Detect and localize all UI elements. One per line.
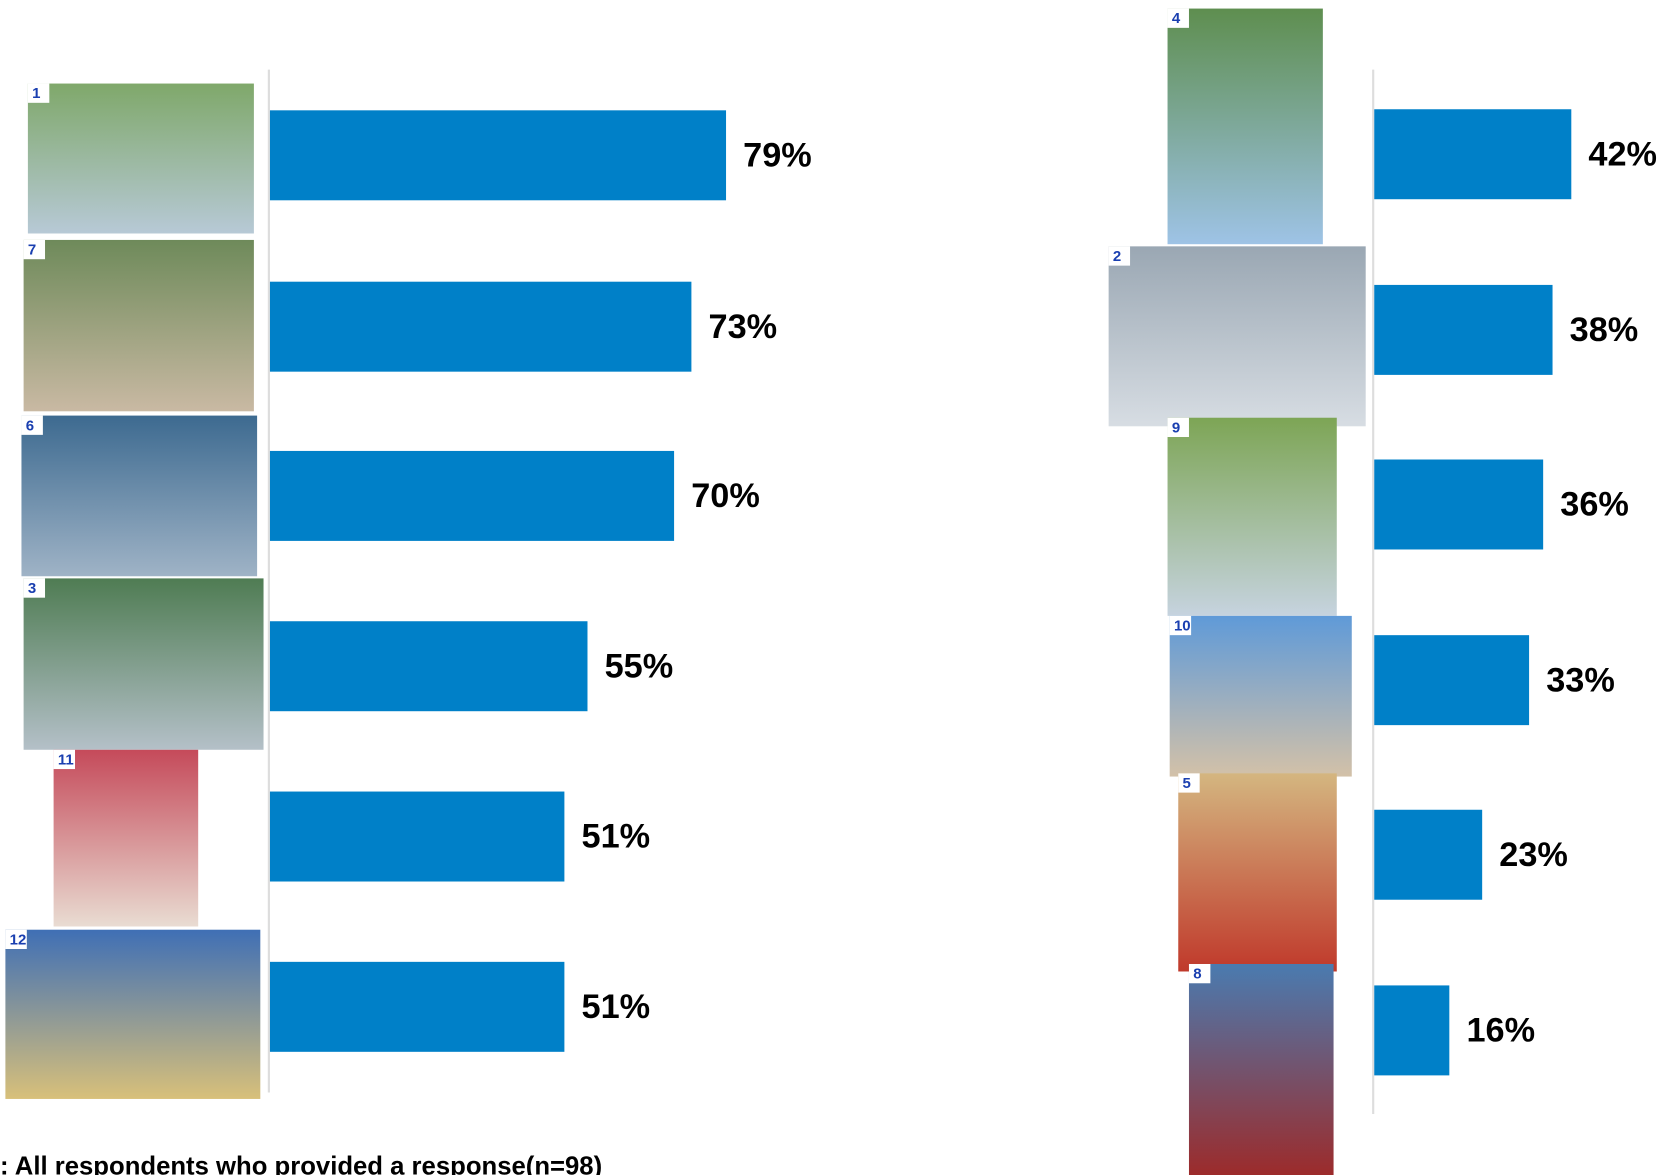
bar xyxy=(269,110,727,201)
value-label: 16% xyxy=(1466,1012,1535,1050)
bar xyxy=(1374,109,1572,200)
photo-number-box xyxy=(1169,615,1192,636)
bar xyxy=(269,621,588,712)
photo xyxy=(1188,963,1334,1175)
photo xyxy=(1167,8,1323,245)
photo-number: 3 xyxy=(28,580,36,597)
photo-number-box xyxy=(21,415,43,435)
bar xyxy=(269,791,565,882)
photo xyxy=(1178,773,1337,972)
photo-number: 7 xyxy=(28,242,36,259)
photo-number-box xyxy=(27,83,50,103)
bar xyxy=(1374,284,1553,375)
value-label: 79% xyxy=(743,136,812,174)
value-label: 55% xyxy=(605,647,674,685)
bar xyxy=(1374,459,1544,550)
photo xyxy=(27,83,254,234)
photo-number: 8 xyxy=(1193,966,1201,983)
photo-number: 6 xyxy=(26,417,34,434)
photo-number-box xyxy=(53,749,76,770)
bar xyxy=(1374,985,1450,1076)
value-label: 33% xyxy=(1546,661,1615,699)
photo xyxy=(1167,417,1337,616)
photo-number: 5 xyxy=(1183,775,1191,792)
photo-number-box xyxy=(23,239,46,260)
photo-number-box xyxy=(1188,963,1211,984)
photo-number-box xyxy=(1167,8,1189,28)
photo xyxy=(5,929,261,1099)
photo-number: 1 xyxy=(32,85,40,102)
photo xyxy=(21,415,258,577)
photo xyxy=(23,578,264,750)
photo-number: 4 xyxy=(1172,10,1181,27)
photo xyxy=(1108,246,1366,427)
value-label: 51% xyxy=(582,988,651,1026)
bar xyxy=(269,450,675,541)
value-label: 38% xyxy=(1570,311,1639,349)
photo-number: 11 xyxy=(58,751,74,768)
photo xyxy=(23,239,254,412)
photo-number-box xyxy=(1167,417,1189,438)
value-label: 73% xyxy=(709,308,778,346)
photo-number-box xyxy=(1178,773,1200,793)
photo xyxy=(1169,615,1352,777)
photo-number: 10 xyxy=(1174,618,1191,635)
bar xyxy=(1374,635,1530,726)
photo xyxy=(53,749,199,927)
footnote: : All respondents who provided a respons… xyxy=(0,1152,602,1175)
bar xyxy=(1374,809,1483,900)
value-label: 51% xyxy=(582,818,651,856)
bar xyxy=(269,961,565,1052)
bar xyxy=(269,281,692,372)
value-label: 23% xyxy=(1499,836,1568,874)
photo-number: 9 xyxy=(1172,419,1180,436)
value-label: 42% xyxy=(1588,135,1657,173)
photo-number-box xyxy=(1108,246,1131,266)
photo-number-box xyxy=(5,929,27,949)
photo-number-box xyxy=(23,578,46,598)
photo-number: 12 xyxy=(10,931,27,948)
photo-number: 2 xyxy=(1113,248,1121,265)
value-label: 70% xyxy=(691,477,760,515)
value-label: 36% xyxy=(1560,486,1629,524)
